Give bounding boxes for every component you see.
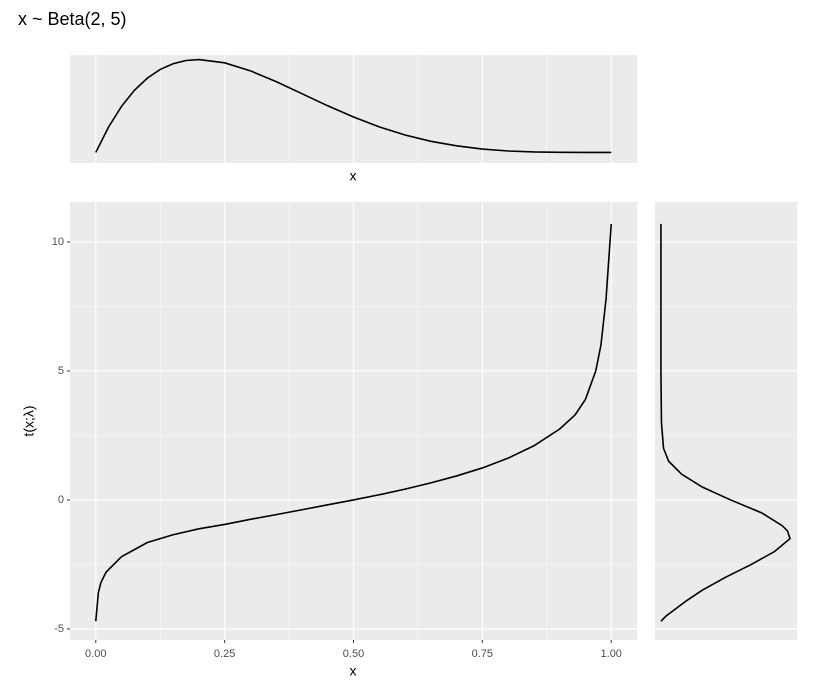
data-line: [95, 58, 612, 154]
chart-title: x ~ Beta(2, 5): [18, 9, 127, 29]
x-axis-label: x: [350, 168, 357, 184]
y-tick-label: 0: [58, 494, 64, 506]
y-tick-label: -5: [54, 623, 64, 635]
x-tick-label: 0.75: [472, 648, 493, 660]
x-tick-label: 0.00: [85, 648, 106, 660]
data-line: [660, 223, 791, 622]
x-axis-label: x: [350, 663, 357, 679]
data-line: [94, 223, 613, 622]
y-tick-label: 10: [52, 236, 64, 248]
y-axis-label: t(x;λ): [21, 405, 37, 436]
x-tick-label: 0.50: [343, 648, 364, 660]
panel-background: [655, 202, 797, 640]
y-tick-label: 5: [58, 365, 64, 377]
x-tick-label: 0.25: [214, 648, 235, 660]
x-tick-label: 1.00: [601, 648, 622, 660]
